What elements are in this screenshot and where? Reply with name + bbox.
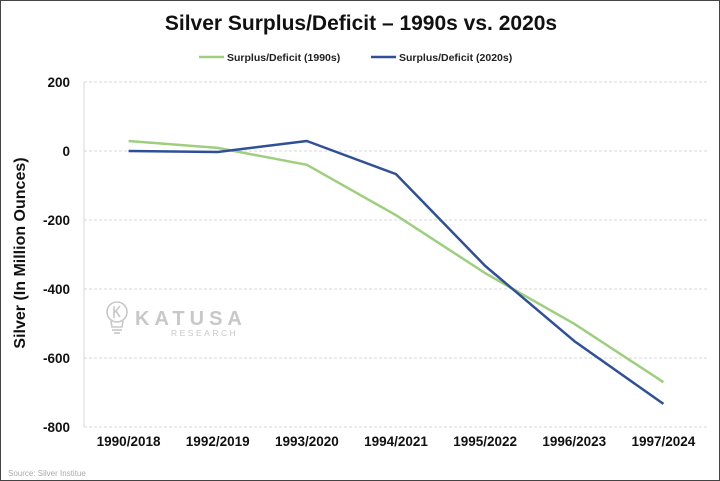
legend-label: Surplus/Deficit (2020s) bbox=[399, 52, 512, 64]
series-line-2020s bbox=[128, 139, 665, 405]
y-tick-label: 0 bbox=[62, 144, 70, 159]
chart-title: Silver Surplus/Deficit – 1990s vs. 2020s bbox=[165, 12, 557, 35]
series-lines bbox=[128, 139, 665, 405]
legend-label: Surplus/Deficit (1990s) bbox=[227, 52, 340, 64]
gridlines: 200 0 -200 -400 -600 -800 bbox=[43, 75, 708, 435]
x-tick-label: 1995/2022 bbox=[453, 434, 517, 449]
y-axis-label: Silver (In Million Ounces) bbox=[12, 157, 29, 348]
source-note: Source: Silver Institue bbox=[8, 469, 86, 478]
y-tick-label: -400 bbox=[43, 282, 70, 297]
x-tick-label: 1993/2020 bbox=[275, 434, 339, 449]
legend: Surplus/Deficit (1990s) Surplus/Deficit (… bbox=[199, 52, 512, 64]
x-tick-label: 1997/2024 bbox=[632, 434, 696, 449]
y-tick-label: -600 bbox=[43, 351, 70, 366]
x-tick-label: 1992/2019 bbox=[186, 434, 250, 449]
y-tick-label: 200 bbox=[47, 75, 70, 90]
watermark-brand: KATUSA bbox=[135, 308, 247, 330]
watermark-sub: RESEARCH bbox=[171, 328, 238, 338]
x-tick-label: 1990/2018 bbox=[97, 434, 161, 449]
x-tick-label: 1996/2023 bbox=[542, 434, 606, 449]
katusa-watermark: KATUSA RESEARCH bbox=[106, 301, 247, 338]
x-tick-label: 1994/2021 bbox=[364, 434, 428, 449]
x-tick-labels: 1990/2018 1992/2019 1993/2020 1994/2021 1995… bbox=[97, 434, 696, 449]
lightbulb-logo-icon bbox=[106, 301, 128, 334]
y-tick-label: -200 bbox=[43, 213, 70, 228]
y-tick-label: -800 bbox=[43, 420, 70, 435]
